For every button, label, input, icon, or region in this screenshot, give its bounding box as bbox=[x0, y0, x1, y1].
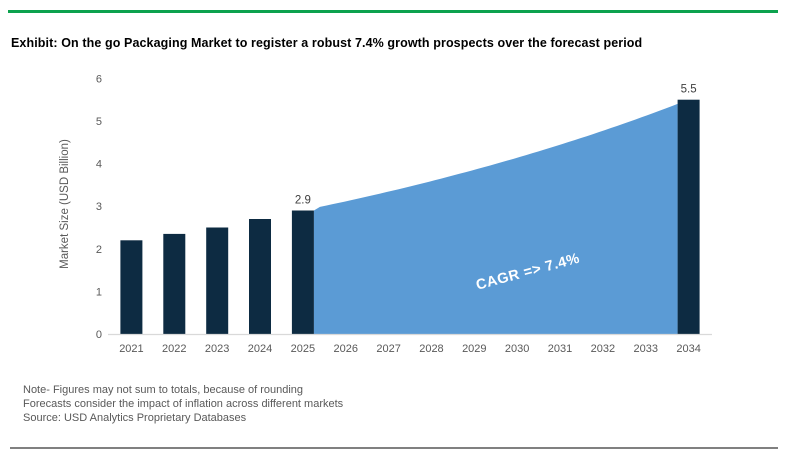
bar-2034 bbox=[677, 99, 700, 334]
x-tick-label-2024: 2024 bbox=[248, 343, 272, 355]
y-tick-label-4: 4 bbox=[96, 159, 102, 171]
exhibit-title: Exhibit: On the go Packaging Market to r… bbox=[11, 36, 643, 50]
y-tick-label-6: 6 bbox=[96, 73, 102, 85]
source-line: Source: USD Analytics Proprietary Databa… bbox=[23, 412, 247, 424]
y-tick-label-3: 3 bbox=[96, 201, 102, 213]
bar-2021 bbox=[120, 240, 143, 334]
bar-2024 bbox=[249, 219, 271, 334]
x-tick-label-2027: 2027 bbox=[376, 343, 400, 355]
x-tick-label-2023: 2023 bbox=[205, 343, 229, 355]
x-tick-label-2033: 2033 bbox=[634, 343, 658, 355]
x-tick-label-2031: 2031 bbox=[548, 343, 572, 355]
x-tick-label-2032: 2032 bbox=[591, 343, 615, 355]
x-tick-label-2028: 2028 bbox=[419, 343, 443, 355]
y-tick-label-1: 1 bbox=[96, 286, 102, 298]
y-tick-label-5: 5 bbox=[96, 116, 102, 128]
y-tick-label-2: 2 bbox=[96, 244, 102, 256]
x-tick-label-2022: 2022 bbox=[162, 343, 186, 355]
bar-2023 bbox=[206, 227, 229, 334]
note-line-inflation: Forecasts consider the impact of inflati… bbox=[23, 398, 344, 410]
x-tick-label-2025: 2025 bbox=[291, 343, 315, 355]
forecast-area bbox=[313, 103, 678, 335]
bottom-divider-line bbox=[10, 447, 778, 449]
y-tick-label-0: 0 bbox=[96, 329, 102, 341]
footnotes: Note- Figures may not sum to totals, bec… bbox=[23, 383, 343, 425]
x-tick-label-2034: 2034 bbox=[676, 343, 700, 355]
top-accent-line bbox=[8, 10, 778, 13]
y-axis-title: Market Size (USD Billion) bbox=[59, 139, 71, 269]
data-label-2025: 2.9 bbox=[295, 194, 311, 206]
data-label-2034: 5.5 bbox=[681, 84, 697, 96]
note-line-rounding: Note- Figures may not sum to totals, bec… bbox=[23, 384, 304, 396]
bar-2025 bbox=[291, 210, 314, 334]
x-tick-label-2021: 2021 bbox=[119, 343, 143, 355]
bar-2022 bbox=[163, 233, 186, 334]
x-tick-label-2026: 2026 bbox=[333, 343, 357, 355]
x-tick-label-2029: 2029 bbox=[462, 343, 486, 355]
x-tick-label-2030: 2030 bbox=[505, 343, 529, 355]
